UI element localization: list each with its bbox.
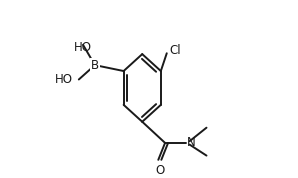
Text: B: B	[91, 59, 99, 72]
Text: Cl: Cl	[169, 44, 181, 57]
Text: HO: HO	[74, 41, 92, 54]
Text: N: N	[187, 136, 196, 149]
Text: O: O	[155, 164, 164, 177]
Text: HO: HO	[55, 73, 73, 86]
